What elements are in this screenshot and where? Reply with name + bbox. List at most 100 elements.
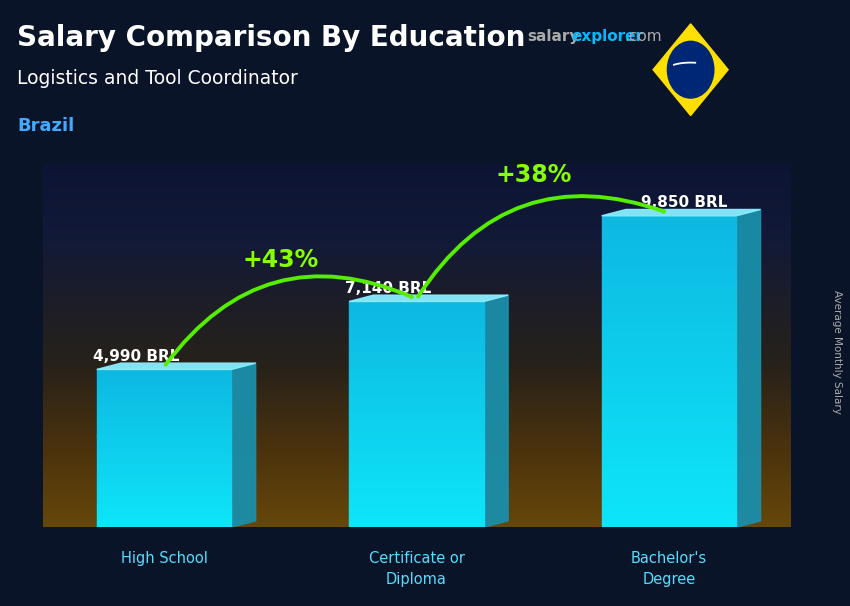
Bar (97, 507, 231, 510)
Bar (602, 216, 736, 220)
Bar (602, 426, 736, 430)
Bar (349, 454, 484, 457)
Bar (97, 441, 231, 442)
Bar (602, 457, 736, 461)
Bar (349, 369, 484, 372)
Text: Bachelor's
Degree: Bachelor's Degree (631, 551, 707, 587)
Bar (97, 381, 231, 383)
Bar (97, 491, 231, 494)
Bar (602, 442, 736, 445)
Bar (349, 389, 484, 391)
Bar (349, 398, 484, 400)
Bar (349, 476, 484, 479)
Bar (349, 347, 484, 350)
Bar (97, 482, 231, 484)
Bar (602, 317, 736, 321)
Bar (602, 333, 736, 336)
Bar (97, 421, 231, 423)
Bar (602, 508, 736, 511)
Bar (349, 316, 484, 318)
Bar (97, 478, 231, 480)
Bar (602, 418, 736, 422)
Polygon shape (653, 24, 728, 116)
Bar (97, 452, 231, 454)
Bar (349, 457, 484, 459)
Bar (349, 391, 484, 395)
Bar (602, 348, 736, 352)
Bar (349, 364, 484, 367)
Bar (349, 485, 484, 488)
Bar (349, 437, 484, 440)
Bar (349, 367, 484, 369)
Bar (602, 341, 736, 344)
Bar (97, 488, 231, 490)
Bar (602, 364, 736, 368)
Bar (602, 422, 736, 426)
Bar (97, 427, 231, 428)
Bar (602, 387, 736, 391)
Bar (97, 499, 231, 502)
Text: High School: High School (121, 551, 207, 566)
Text: salary: salary (527, 29, 580, 44)
Bar (97, 397, 231, 399)
Bar (97, 425, 231, 427)
Bar (349, 488, 484, 490)
Bar (349, 513, 484, 516)
Bar (349, 341, 484, 344)
Bar (602, 352, 736, 356)
Bar (349, 333, 484, 335)
Text: Certificate or
Diploma: Certificate or Diploma (369, 551, 464, 587)
Bar (349, 313, 484, 316)
Text: 4,990 BRL: 4,990 BRL (93, 349, 179, 364)
Bar (97, 415, 231, 417)
Bar (602, 371, 736, 375)
Bar (602, 239, 736, 243)
Bar (602, 368, 736, 371)
Bar (602, 516, 736, 519)
Bar (97, 403, 231, 405)
Bar (97, 373, 231, 375)
Bar (349, 471, 484, 474)
Bar (97, 389, 231, 391)
Bar (602, 453, 736, 457)
Bar (602, 224, 736, 227)
Bar (97, 460, 231, 462)
Text: .com: .com (625, 29, 662, 44)
Bar (349, 440, 484, 442)
Bar (349, 378, 484, 381)
Bar (349, 519, 484, 522)
Bar (97, 405, 231, 407)
FancyArrowPatch shape (418, 196, 664, 296)
Bar (97, 525, 231, 527)
Bar (349, 403, 484, 406)
Bar (602, 492, 736, 496)
Bar (602, 313, 736, 317)
Bar (97, 378, 231, 379)
Bar (97, 523, 231, 525)
Bar (97, 444, 231, 447)
Bar (602, 259, 736, 262)
Bar (97, 458, 231, 460)
Bar (97, 513, 231, 515)
Bar (97, 419, 231, 421)
Text: +43%: +43% (243, 248, 319, 272)
Bar (602, 415, 736, 418)
Bar (602, 519, 736, 524)
Bar (349, 400, 484, 403)
Bar (349, 321, 484, 324)
Bar (97, 474, 231, 476)
Bar (602, 465, 736, 469)
Text: Salary Comparison By Education: Salary Comparison By Education (17, 24, 525, 52)
Bar (349, 482, 484, 485)
Bar (97, 504, 231, 505)
Bar (602, 336, 736, 341)
Bar (602, 360, 736, 364)
Bar (97, 428, 231, 431)
Bar (349, 372, 484, 375)
Bar (349, 465, 484, 468)
Text: 9,850 BRL: 9,850 BRL (641, 195, 728, 210)
Bar (602, 298, 736, 301)
Bar (97, 411, 231, 413)
Bar (349, 417, 484, 420)
Bar (349, 352, 484, 355)
